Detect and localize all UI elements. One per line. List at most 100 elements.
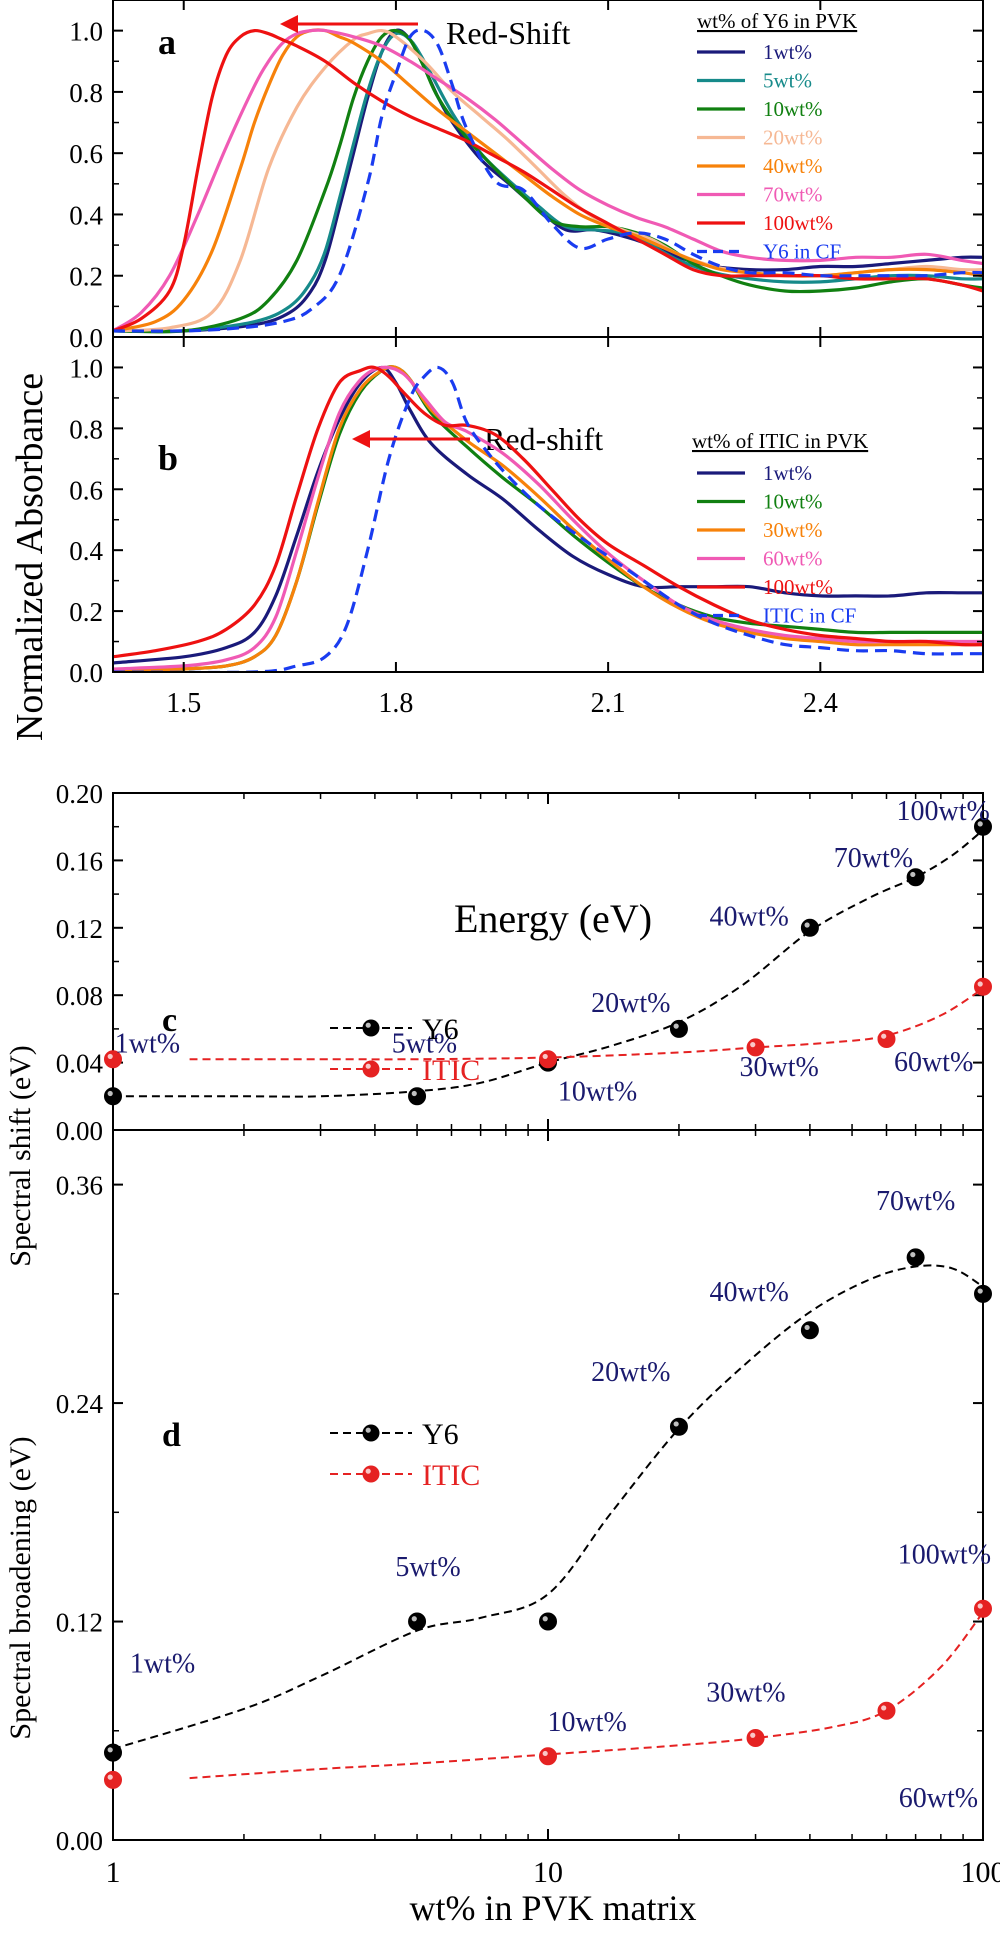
y-tick-label-a: 1.0 [69,17,103,47]
data-point-highlight-c-1 [977,981,983,987]
panel-b-label: b [158,438,178,478]
y-tick-label-b: 1.0 [69,353,103,383]
data-point-c-0 [669,1019,688,1038]
fit-curve-d-0 [112,1264,984,1750]
legend-label-b-3: 60wt% [763,547,823,571]
data-point-highlight-d-1 [750,1732,756,1738]
data-point-highlight-c-0 [804,922,810,928]
y-tick-label-d: 0.12 [56,1608,103,1638]
panel-d-ylabel: Spectral broadening (eV) [4,1436,37,1739]
data-point-d-0 [104,1743,122,1762]
data-point-c-0 [408,1087,427,1106]
series-line-a-2 [113,28,983,334]
data-point-d-0 [800,1321,819,1340]
legend-marker-highlight-d-1 [365,1468,371,1474]
panel-d-label: d [162,1417,181,1454]
legend-marker-d-1 [362,1465,380,1483]
data-point-highlight-d-0 [673,1421,679,1427]
legend-label-d-0: Y6 [422,1418,459,1451]
redshift-arrow-head-a [280,15,298,33]
panel-b-xlabel: Energy (eV) [454,896,652,941]
data-point-highlight-d-1 [977,1603,983,1609]
panel-a-annotation: Red-Shift [446,15,571,51]
data-point-highlight-d-0 [542,1616,548,1622]
y-tick-label-a: 0.0 [69,323,103,353]
legend-marker-d-0 [362,1424,380,1442]
point-annotation-d: 10wt% [547,1707,626,1738]
series-group-a [113,28,983,334]
point-annotation-d: 70wt% [876,1186,955,1217]
legend-label-a-2: 10wt% [763,97,823,121]
y-tick-label-b: 0.0 [69,658,103,688]
panel-c-label: c [162,1002,177,1039]
y-tick-label-d: 0.24 [56,1389,104,1419]
point-annotation-c: 1wt% [115,1028,180,1059]
point-annotation-c: 30wt% [740,1052,819,1083]
x-tick-label-d: 10 [533,1856,563,1889]
y-tick-label-a: 0.2 [69,262,103,292]
legend-label-b-5: ITIC in CF [763,604,856,628]
y-tick-label-c: 0.04 [56,1049,104,1079]
x-tick-label-b: 1.5 [166,688,201,719]
data-point-d-0 [408,1612,427,1631]
point-annotation-c: 40wt% [709,901,788,932]
x-tick-label-b: 2.1 [591,688,626,719]
series-line-a-0 [113,28,983,333]
legend-label-c-1: ITIC [422,1054,480,1087]
series-line-a-7 [113,28,983,333]
legend-label-b-0: 1wt% [763,461,812,485]
y-tick-label-a: 0.4 [69,200,103,230]
y-tick-label-c: 0.20 [56,779,103,809]
point-annotation-c: 20wt% [591,988,670,1019]
y-tick-label-b: 0.2 [69,597,103,627]
y-tick-label-c: 0.12 [56,914,103,944]
legend-label-a-6: 100wt% [763,211,833,235]
series-line-a-5 [113,28,983,333]
data-point-highlight-d-0 [977,1288,983,1294]
panel-b: b Red-shift wt% of ITIC in PVK Energy (e… [69,336,984,941]
legend-label-b-4: 100wt% [763,575,833,599]
data-point-d-1 [877,1701,896,1720]
legend-label-b-1: 10wt% [763,490,823,514]
panel-b-legend-title: wt% of ITIC in PVK [692,429,868,453]
data-point-highlight-d-1 [542,1750,548,1757]
data-point-d-0 [906,1248,925,1267]
panel-a-legend-title: wt% of Y6 in PVK [697,9,857,33]
point-annotation-c: 100wt% [897,796,990,827]
panel-a: a Red-Shift wt% of Y6 in PVK 0.0 0.2 0.4 0.… [69,0,984,353]
plot-frame-b [112,336,984,673]
data-point-d-1 [974,1599,992,1618]
point-annotation-d: 100wt% [898,1539,991,1570]
data-point-d-0 [974,1284,992,1303]
y-tick-label-a: 0.8 [69,78,103,108]
legend-label-d-1: ITIC [422,1459,480,1492]
y-tick-label-c: 0.16 [56,846,103,876]
panel-a-label: a [158,22,176,62]
point-annotation-d: 20wt% [591,1357,670,1388]
legend-label-a-4: 40wt% [763,154,823,178]
fit-curve-c-1 [189,987,984,1061]
data-point-highlight-d-0 [804,1324,810,1331]
legend-label-a-7: Y6 in CF [763,240,841,264]
x-tick-label-b: 1.8 [378,688,413,719]
legend-label-c-0: Y6 [422,1013,459,1046]
data-point-highlight-d-1 [107,1774,113,1780]
ylabel-absorbance: Normalized Absorbance [9,373,51,741]
legend-marker-c-0 [362,1019,380,1037]
data-point-highlight-c-0 [107,1090,113,1097]
point-annotation-c: 70wt% [834,843,913,874]
data-point-c-1 [974,977,992,996]
data-point-highlight-c-1 [542,1053,548,1060]
data-point-c-0 [800,918,819,937]
fit-curve-d-1 [189,1611,984,1780]
series-line-b-4 [113,365,983,659]
y-tick-label-d: 0.36 [56,1171,103,1201]
data-point-c-1 [877,1030,896,1049]
panel-d-xlabel: wt% in PVK matrix [410,1888,697,1928]
legend-label-a-5: 70wt% [763,183,823,207]
panel-d: d Spectral broadening (eV) wt% in PVK ma… [4,1129,1000,1928]
y-tick-label-b: 0.4 [69,536,103,566]
data-point-c-0 [104,1087,122,1106]
legend-label-a-3: 20wt% [763,126,823,150]
